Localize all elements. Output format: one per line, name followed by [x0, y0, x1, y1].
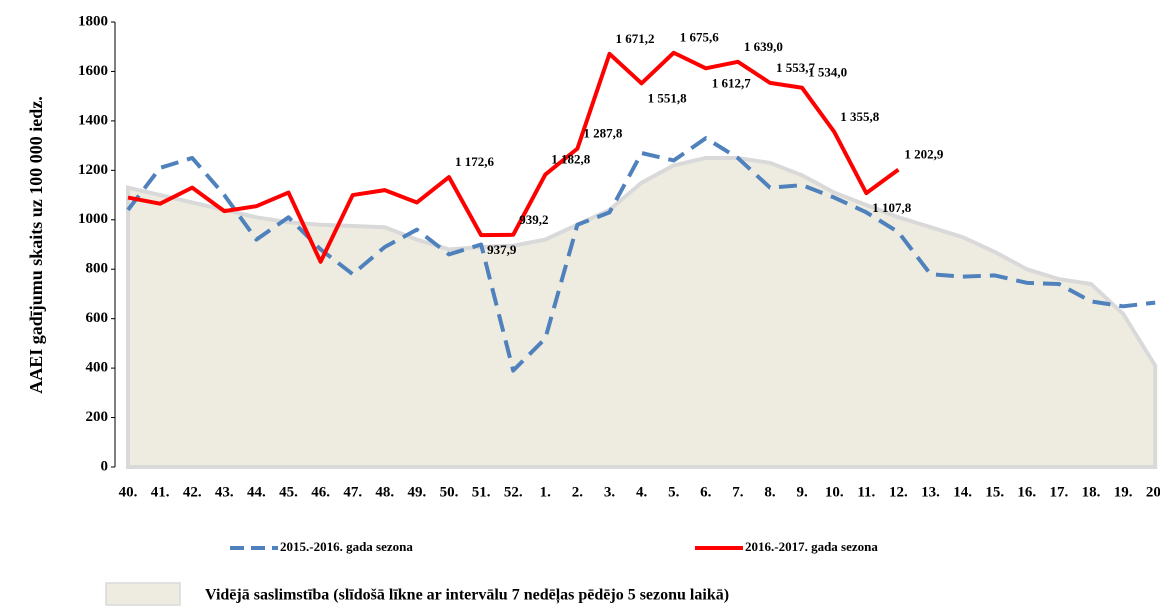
x-tick-label: 42. [183, 484, 202, 500]
x-tick-label: 7. [732, 484, 744, 500]
x-tick-label: 2. [572, 484, 584, 500]
x-tick-label: 15. [985, 484, 1004, 500]
y-tick-label: 800 [86, 261, 109, 277]
x-tick-label: 51. [472, 484, 491, 500]
x-tick-label: 9. [796, 484, 808, 500]
x-tick-label: 8. [764, 484, 776, 500]
x-tick-label: 16. [1017, 484, 1036, 500]
x-tick-label: 12. [889, 484, 908, 500]
x-tick-label: 48. [375, 484, 394, 500]
x-tick-label: 49. [408, 484, 427, 500]
data-label: 1 182,8 [551, 152, 591, 167]
data-label: 1 287,8 [583, 126, 623, 141]
data-label: 1 671,2 [616, 31, 655, 46]
x-tick-label: 43. [215, 484, 234, 500]
y-tick-label: 600 [86, 310, 109, 326]
y-tick-label: 1400 [78, 112, 108, 128]
data-label: 1 107,8 [872, 200, 912, 215]
x-tick-label: 17. [1050, 484, 1069, 500]
area [126, 155, 1158, 469]
x-tick-label: 1. [540, 484, 552, 500]
legend-label: Vidējā saslimstība (slīdošā līkne ar int… [205, 587, 729, 605]
x-tick-label: 18. [1082, 484, 1101, 500]
x-tick-label: 19. [1114, 484, 1133, 500]
y-tick-label: 0 [101, 458, 109, 474]
x-tick-label: 40. [119, 484, 138, 500]
x-tick-label: 46. [311, 484, 330, 500]
line [127, 50, 900, 264]
data-label: 1 172,6 [455, 154, 495, 169]
y-tick-label: 1200 [78, 162, 108, 178]
y-tick-label: 200 [86, 409, 109, 425]
x-tick-label: 50. [440, 484, 459, 500]
x-tick-label: 20. [1146, 484, 1160, 500]
data-label: 1 534,0 [808, 65, 847, 80]
data-label: 937,9 [487, 242, 517, 257]
y-tick-label: 400 [86, 360, 109, 376]
data-label: 939,2 [519, 212, 548, 227]
data-label: 1 675,6 [680, 30, 720, 45]
legend-swatch [105, 582, 181, 606]
legend-label: 2015.-2016. gada sezona [280, 539, 413, 554]
y-tick-label: 1000 [78, 211, 108, 227]
data-label: 1 202,9 [904, 147, 944, 162]
x-tick-label: 45. [279, 484, 298, 500]
x-tick-label: 4. [636, 484, 648, 500]
x-tick-label: 13. [921, 484, 940, 500]
data-label: 1 639,0 [744, 39, 783, 54]
y-axis-label: AAEI gadījumu skaits uz 100 000 iedz. [26, 96, 46, 394]
x-tick-label: 6. [700, 484, 712, 500]
x-tick-label: 14. [953, 484, 972, 500]
y-tick-label: 1800 [78, 13, 108, 29]
x-tick-label: 52. [504, 484, 523, 500]
data-label: 1 612,7 [712, 75, 752, 90]
x-tick-label: 10. [825, 484, 844, 500]
data-label: 1 551,8 [648, 90, 688, 105]
y-tick-label: 1600 [78, 63, 108, 79]
data-label: 1 553,7 [776, 60, 816, 75]
legend-label: 2016.-2017. gada sezona [745, 539, 878, 554]
data-label: 1 355,8 [840, 109, 880, 124]
x-tick-label: 44. [247, 484, 266, 500]
x-tick-label: 5. [668, 484, 680, 500]
x-tick-label: 11. [857, 484, 875, 500]
line [126, 136, 1156, 373]
x-tick-label: 3. [604, 484, 616, 500]
x-tick-label: 41. [151, 484, 170, 500]
x-tick-label: 47. [343, 484, 362, 500]
